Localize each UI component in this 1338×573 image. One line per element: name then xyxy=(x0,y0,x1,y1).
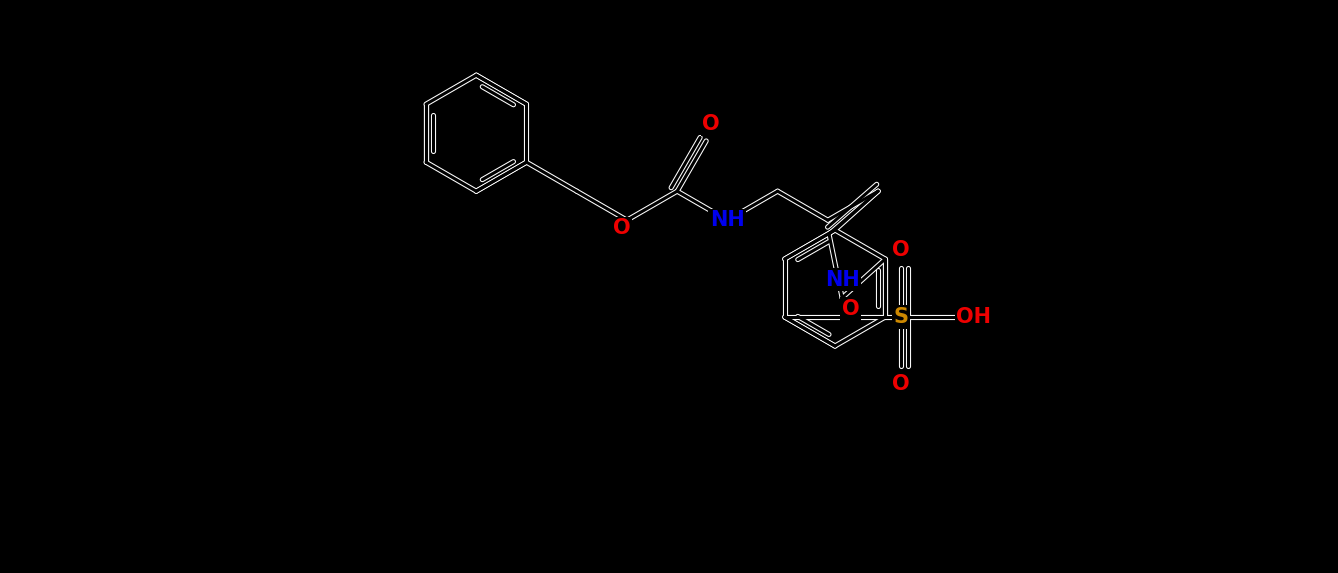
Text: OH: OH xyxy=(957,307,991,327)
Text: O: O xyxy=(842,299,859,319)
Text: O: O xyxy=(892,374,910,394)
Text: O: O xyxy=(892,240,910,260)
Text: NH: NH xyxy=(710,210,745,230)
Text: O: O xyxy=(613,218,630,238)
Text: NH: NH xyxy=(824,270,859,290)
Text: O: O xyxy=(702,114,720,134)
Text: S: S xyxy=(894,307,909,327)
